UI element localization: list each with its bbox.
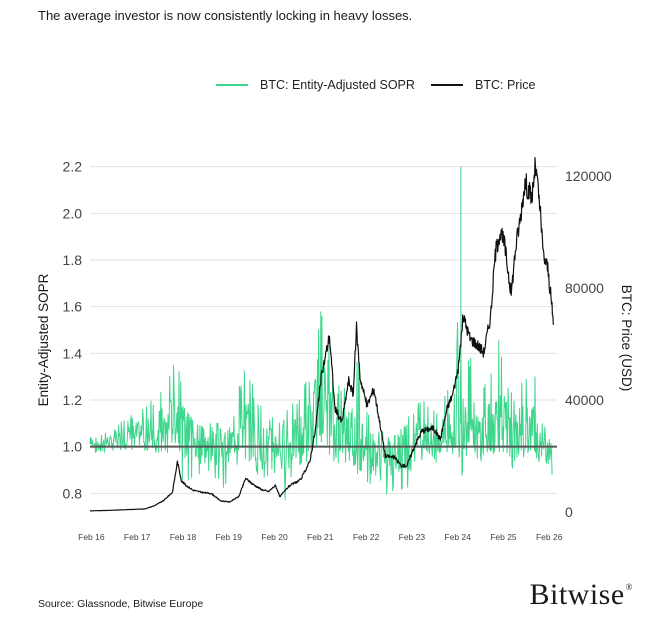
source-note: Source: Glassnode, Bitwise Europe xyxy=(38,598,204,610)
left-tick-label: 1.0 xyxy=(63,439,83,455)
left-tick-label: 0.8 xyxy=(63,485,83,501)
legend-label-price: BTC: Price xyxy=(475,78,536,92)
x-tick-label: Feb 25 xyxy=(490,532,517,542)
left-tick-label: 1.2 xyxy=(63,392,83,408)
legend-label-sopr: BTC: Entity-Adjusted SOPR xyxy=(260,78,415,92)
x-tick-label: Feb 22 xyxy=(353,532,380,542)
brand-name: Bitwise xyxy=(529,578,625,611)
chart-legend: BTC: Entity-Adjusted SOPR BTC: Price xyxy=(0,78,671,98)
right-axis-title: BTC: Price (USD) xyxy=(619,285,634,392)
x-tick-label: Feb 21 xyxy=(307,532,334,542)
legend-item-price: BTC: Price xyxy=(431,78,535,92)
sopr-price-chart: 0.8 1.0 1.2 1.4 1.6 1.8 2.0 2.2 0 40000 80000 12000… xyxy=(36,157,634,542)
brand-registered-mark: ® xyxy=(625,582,633,592)
legend-swatch-sopr xyxy=(216,84,248,86)
series-layer xyxy=(89,157,557,512)
price-series-line xyxy=(89,157,555,512)
right-tick-label: 80000 xyxy=(565,280,604,296)
grid-layer xyxy=(90,166,557,494)
x-tick-label: Feb 24 xyxy=(444,532,471,542)
legend-item-sopr: BTC: Entity-Adjusted SOPR xyxy=(216,78,415,92)
axis-layer: 0.8 1.0 1.2 1.4 1.6 1.8 2.0 2.2 0 40000 80000 12000… xyxy=(63,159,612,542)
x-tick-label: Feb 18 xyxy=(170,532,197,542)
x-tick-label: Feb 17 xyxy=(124,532,151,542)
bitwise-logo: Bitwise® xyxy=(529,578,633,612)
right-tick-label: 40000 xyxy=(565,392,604,408)
x-tick-label: Feb 19 xyxy=(215,532,242,542)
left-tick-label: 1.6 xyxy=(63,299,83,315)
right-tick-label: 0 xyxy=(565,504,573,520)
x-tick-label: Feb 26 xyxy=(536,532,563,542)
left-tick-label: 1.4 xyxy=(63,345,83,361)
chart-subtitle: The average investor is now consistently… xyxy=(38,8,413,23)
x-tick-label: Feb 23 xyxy=(399,532,426,542)
x-tick-label: Feb 20 xyxy=(261,532,288,542)
left-tick-label: 1.8 xyxy=(63,252,83,268)
left-tick-label: 2.2 xyxy=(63,159,83,175)
x-tick-label: Feb 16 xyxy=(78,532,105,542)
left-axis-title: Entity-Adjusted SOPR xyxy=(36,273,51,406)
left-tick-label: 2.0 xyxy=(63,205,83,221)
right-tick-label: 120000 xyxy=(565,168,612,184)
legend-swatch-price xyxy=(431,84,463,86)
sopr-series-line xyxy=(89,166,553,501)
